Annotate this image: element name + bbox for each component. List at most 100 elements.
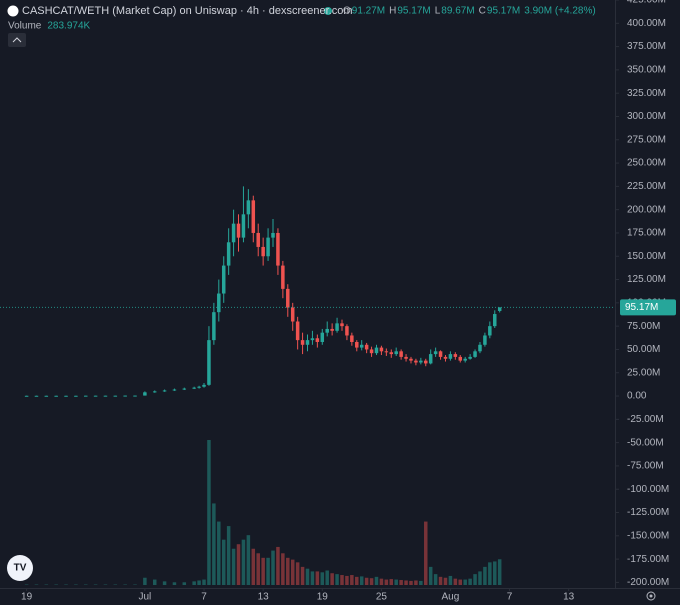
candle-body — [143, 392, 147, 396]
change-label: 3.90M (+4.28%) — [524, 6, 595, 17]
candle-body — [246, 200, 251, 215]
candle-body — [133, 395, 137, 397]
candle-body — [497, 307, 502, 311]
volume-bar — [261, 557, 265, 585]
volume-bar — [320, 572, 325, 585]
volume-bar — [330, 573, 334, 585]
volume-bar — [207, 440, 211, 585]
candle-body — [251, 200, 256, 233]
candle-body — [202, 384, 206, 387]
volume-value: 283.974K — [47, 21, 90, 32]
volume-bar — [448, 575, 453, 585]
volume-bar — [182, 582, 187, 585]
y-tick-label: -75.00M — [627, 461, 664, 472]
volume-bar — [433, 574, 438, 585]
candle-body — [335, 323, 339, 331]
volume-bar — [424, 521, 428, 585]
candle-layer — [0, 186, 615, 397]
volume-bar — [335, 574, 339, 585]
y-tick-label: 375.00M — [627, 41, 666, 52]
candle-body — [399, 351, 403, 357]
y-tick-label: -125.00M — [627, 507, 669, 518]
candle-body — [172, 389, 177, 391]
y-tick-label: 50.00M — [627, 344, 660, 355]
ohlc-key: H — [389, 6, 396, 17]
x-tick-label: 19 — [317, 592, 329, 603]
volume-bar — [310, 571, 315, 585]
x-tick-label: 19 — [21, 592, 33, 603]
candle-body — [286, 288, 290, 308]
candle-body — [34, 395, 39, 397]
volume-bar — [152, 579, 157, 585]
x-tick-label: 7 — [507, 592, 513, 603]
candle-body — [409, 358, 413, 361]
volume-bar — [463, 579, 467, 585]
candle-body — [414, 360, 418, 363]
x-tick-label: 13 — [563, 592, 575, 603]
y-tick-label: 75.00M — [627, 321, 660, 332]
candle-body — [256, 232, 260, 247]
volume-layer — [24, 440, 502, 585]
collapse-icon — [12, 37, 22, 43]
volume-label: Volume — [8, 21, 42, 32]
y-tick-label: 0.00 — [627, 391, 647, 402]
volume-bar — [251, 548, 256, 585]
candle-body — [320, 332, 325, 342]
volume-bar — [493, 561, 497, 585]
x-tick-label: 13 — [258, 592, 270, 603]
candle-body — [384, 351, 389, 353]
ohlc-value: 95.17M — [487, 6, 520, 17]
candle-body — [103, 395, 108, 397]
volume-bar — [345, 575, 349, 585]
volume-bar — [497, 559, 502, 585]
tv-logo[interactable]: TV — [7, 555, 33, 581]
volume-bar — [443, 577, 448, 585]
candle-body — [428, 354, 433, 364]
candle-body — [241, 214, 246, 238]
volume-bar — [384, 579, 389, 585]
candle-body — [93, 395, 98, 397]
candle-body — [261, 246, 265, 257]
collapse-button[interactable] — [8, 33, 26, 47]
candle-body — [271, 232, 275, 238]
volume-bar — [315, 571, 320, 585]
candle-body — [359, 344, 364, 348]
candle-body — [217, 293, 221, 313]
volume-bar — [162, 581, 167, 585]
volume-bar — [404, 580, 408, 585]
x-tick-label: 25 — [376, 592, 388, 603]
volume-bar — [256, 553, 260, 585]
candle-body — [300, 340, 305, 345]
settings-button[interactable] — [646, 591, 656, 601]
candle-body — [207, 340, 211, 385]
y-tick-label: 325.00M — [627, 88, 666, 99]
volume-bar — [300, 566, 305, 585]
candle-body — [212, 312, 216, 341]
candle-body — [345, 326, 349, 336]
volume-bar — [202, 579, 206, 585]
volume-bar — [473, 574, 477, 585]
y-tick-label: -100.00M — [627, 484, 669, 495]
volume-bar — [241, 539, 246, 585]
candle-body — [295, 321, 300, 341]
candle-body — [226, 242, 231, 266]
volume-bar — [409, 580, 413, 585]
volume-bar — [172, 582, 177, 585]
candle-body — [488, 326, 492, 336]
axis-layer: 425.00M 400.00M 375.00M 350.00M 325.00M 300.0… — [21, 0, 676, 603]
y-tick-label: 350.00M — [627, 65, 666, 76]
candle-body — [44, 395, 49, 397]
y-tick-label: -150.00M — [627, 530, 669, 541]
candle-body — [364, 344, 369, 350]
candle-body — [305, 340, 310, 345]
candle-body — [54, 395, 58, 397]
y-tick-label: -50.00M — [627, 437, 664, 448]
volume-bar — [364, 577, 369, 585]
candle-body — [379, 347, 384, 352]
y-tick-label: 300.00M — [627, 111, 666, 122]
candle-body — [231, 223, 236, 243]
candle-body — [24, 395, 29, 397]
